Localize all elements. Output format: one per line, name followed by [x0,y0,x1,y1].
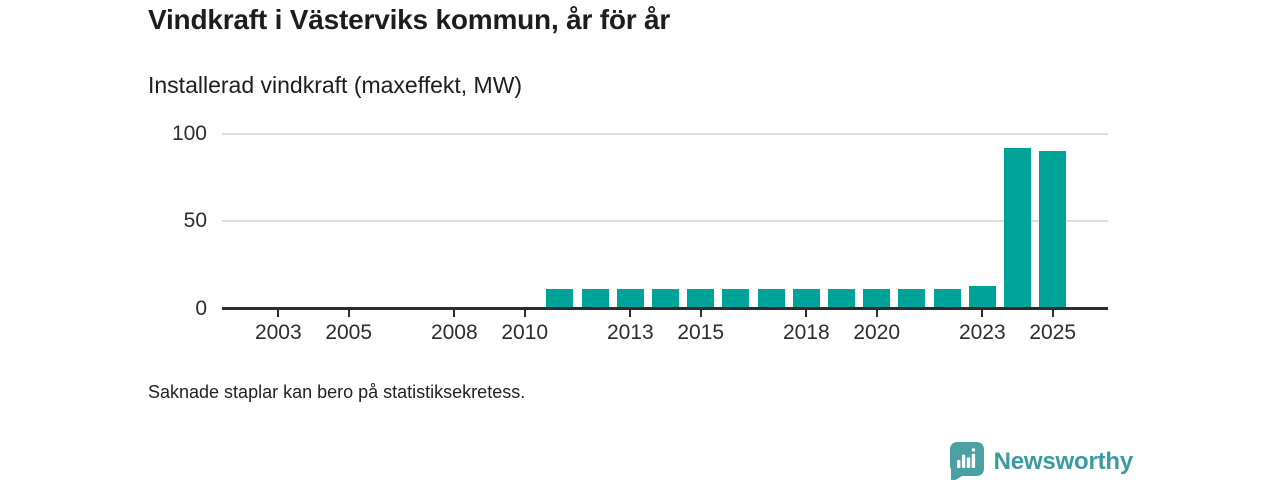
x-tick-label: 2003 [254,321,302,344]
chart-bar [863,289,891,309]
chart-bar [898,289,926,309]
x-tick-label: 2008 [430,321,478,344]
x-tick [629,308,632,317]
x-tick-label: 2005 [325,321,373,344]
chart-bar [792,289,820,309]
y-tick-label: 100 [171,122,207,145]
newsworthy-logo: Newsworthy [949,441,1133,480]
y-gridline-50 [222,220,1108,223]
y-tick-label: 0 [195,296,207,320]
x-tick [523,308,526,317]
x-tick [875,308,878,317]
x-tick [699,308,702,317]
chart-bar [687,289,715,309]
chart-bar [1039,151,1067,309]
chart-bar [581,289,609,309]
x-tick-label: 2010 [501,321,549,344]
x-tick-label: 2023 [958,321,1006,344]
x-tick [805,308,808,317]
x-tick-label: 2015 [677,321,725,344]
chart-bar [1004,147,1031,309]
chart-bar [933,289,961,309]
chart-bar [546,289,574,309]
newsworthy-logo-text: Newsworthy [993,447,1134,475]
x-tick [453,308,456,317]
x-tick-label: 2013 [606,321,654,344]
x-tick [1051,308,1054,317]
chart-bar [828,289,855,309]
y-gridline-100 [222,133,1108,135]
x-axis-line [222,307,1108,310]
y-tick-label: 50 [183,209,207,233]
x-tick-label: 2018 [782,321,830,344]
x-tick [277,308,280,317]
x-tick [347,308,350,317]
chart-bar [616,289,644,309]
chart-bar [757,289,785,309]
newsworthy-speech-bubble-bar-chart-icon [949,442,984,480]
chart-bar [652,289,679,309]
x-tick-label: 2025 [1029,321,1077,344]
chart-title: Vindkraft i Västerviks kommun, år för år [148,4,671,35]
x-tick-label: 2020 [853,321,901,344]
x-tick [981,308,984,317]
chart-bar [968,285,996,309]
footnote: Saknade staplar kan bero på statistiksek… [148,382,526,402]
chart-bar [722,289,750,309]
chart-subtitle: Installerad vindkraft (maxeffekt, MW) [148,72,523,98]
